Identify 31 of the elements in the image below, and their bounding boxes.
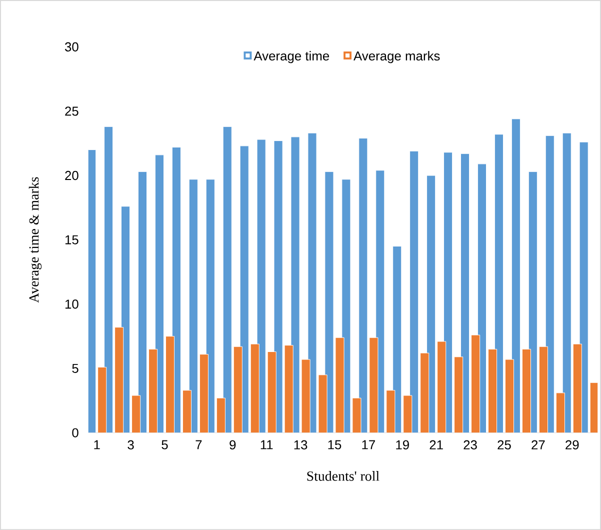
y-tick-label: 25: [65, 106, 78, 116]
bar: [358, 138, 368, 433]
bar: [138, 171, 148, 433]
x-tick-label: 17: [362, 440, 375, 450]
y-tick-label: 15: [65, 235, 78, 244]
x-tick-label: 21: [430, 440, 443, 450]
x-tick-label: 11: [260, 440, 273, 450]
x-axis-title: Students' roll: [307, 470, 380, 481]
y-tick-label: 20: [65, 170, 78, 180]
x-tick-label: 23: [464, 440, 477, 450]
bar: [562, 132, 572, 433]
y-tick-label: 0: [72, 428, 78, 438]
bar: [88, 149, 96, 433]
x-tick-label: 7: [196, 440, 202, 450]
y-tick-label: 10: [65, 300, 78, 309]
legend-label: Average marks: [354, 50, 440, 64]
legend-label: Average time: [254, 50, 330, 64]
x-tick-label: 1: [94, 440, 100, 450]
x-tick-label: 19: [396, 440, 409, 450]
bar: [222, 126, 232, 433]
x-tick-label: 9: [230, 440, 236, 450]
x-tick-label: 15: [328, 440, 342, 450]
x-tick-label: 13: [294, 440, 308, 450]
y-tick-label: 30: [64, 42, 78, 52]
x-tick-label: 27: [532, 440, 545, 450]
y-tick-label: 5: [72, 364, 78, 373]
x-tick-label: 5: [162, 440, 168, 450]
x-tick-label: 25: [498, 440, 511, 450]
y-axis-title: Average time & marks: [28, 177, 42, 303]
x-tick-label: 29: [566, 440, 579, 450]
x-tick-label: 3: [128, 440, 134, 450]
